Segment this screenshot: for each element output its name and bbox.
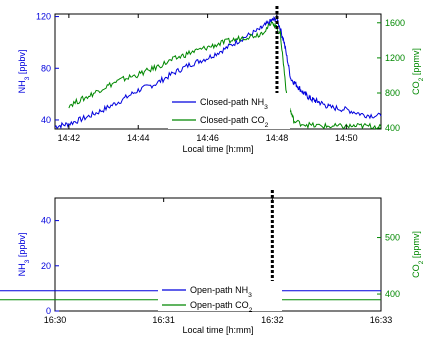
y-left-tick-label: 120 (36, 12, 51, 22)
legend-label-nh3: Closed-path NH3 (200, 97, 268, 111)
legend-box (158, 281, 282, 311)
series-line-nh3 (54, 15, 382, 130)
x-tick-label: 16:32 (261, 315, 284, 325)
y-left-tick-label: 40 (41, 216, 51, 226)
y-right-tick-label: 400 (385, 123, 400, 133)
x-tick-label: 14:50 (335, 133, 358, 143)
series-line-co2 (68, 21, 382, 130)
chart-panel-1: 14:42 14:44 14:46 14:48 14:50 40 80 120 400 800 12… (17, 6, 425, 154)
legend-label-co2: Closed-path CO2 (200, 115, 269, 129)
y-left-tick-label: 40 (41, 115, 51, 125)
y-left-tick-label: 80 (41, 63, 51, 73)
y-right-axis-label: CO2 [ppmv] (411, 48, 425, 95)
legend: Closed-path NH3 Closed-path CO2 (168, 93, 290, 129)
x-axis-label: Local time [h:mm] (182, 144, 253, 154)
y-left-tick-label: 20 (41, 261, 51, 271)
y-left-axis-label: NH3 [ppbv] (17, 50, 31, 94)
legend-box (168, 93, 290, 129)
x-tick-label: 16:31 (152, 315, 175, 325)
x-tick-label: 14:44 (127, 133, 150, 143)
y-right-axis-label: CO2 [ppmv] (411, 231, 425, 278)
x-tick-label: 16:30 (44, 315, 67, 325)
x-axis-label: Local time [h:mm] (182, 325, 253, 335)
y-right-tick-label: 400 (385, 289, 400, 299)
y-right-tick-label: 1600 (385, 18, 405, 28)
y-right-tick-label: 500 (385, 233, 400, 243)
y-left-tick-label: 0 (46, 306, 51, 316)
legend-label-nh3: Open-path NH3 (190, 285, 252, 299)
y-right-tick-label: 1200 (385, 53, 405, 63)
x-tick-label: 14:42 (58, 133, 81, 143)
legend-label-co2: Open-path CO2 (190, 300, 253, 314)
x-tick-label: 16:33 (370, 315, 393, 325)
chart-panel-2: 16:30 16:31 16:32 16:33 0 20 40 400 500 Local tim… (0, 190, 425, 335)
x-tick-label: 14:46 (196, 133, 219, 143)
y-left-axis-label: NH3 [ppbv] (17, 233, 31, 277)
x-tick-label: 14:48 (266, 133, 289, 143)
y-right-tick-label: 800 (385, 88, 400, 98)
